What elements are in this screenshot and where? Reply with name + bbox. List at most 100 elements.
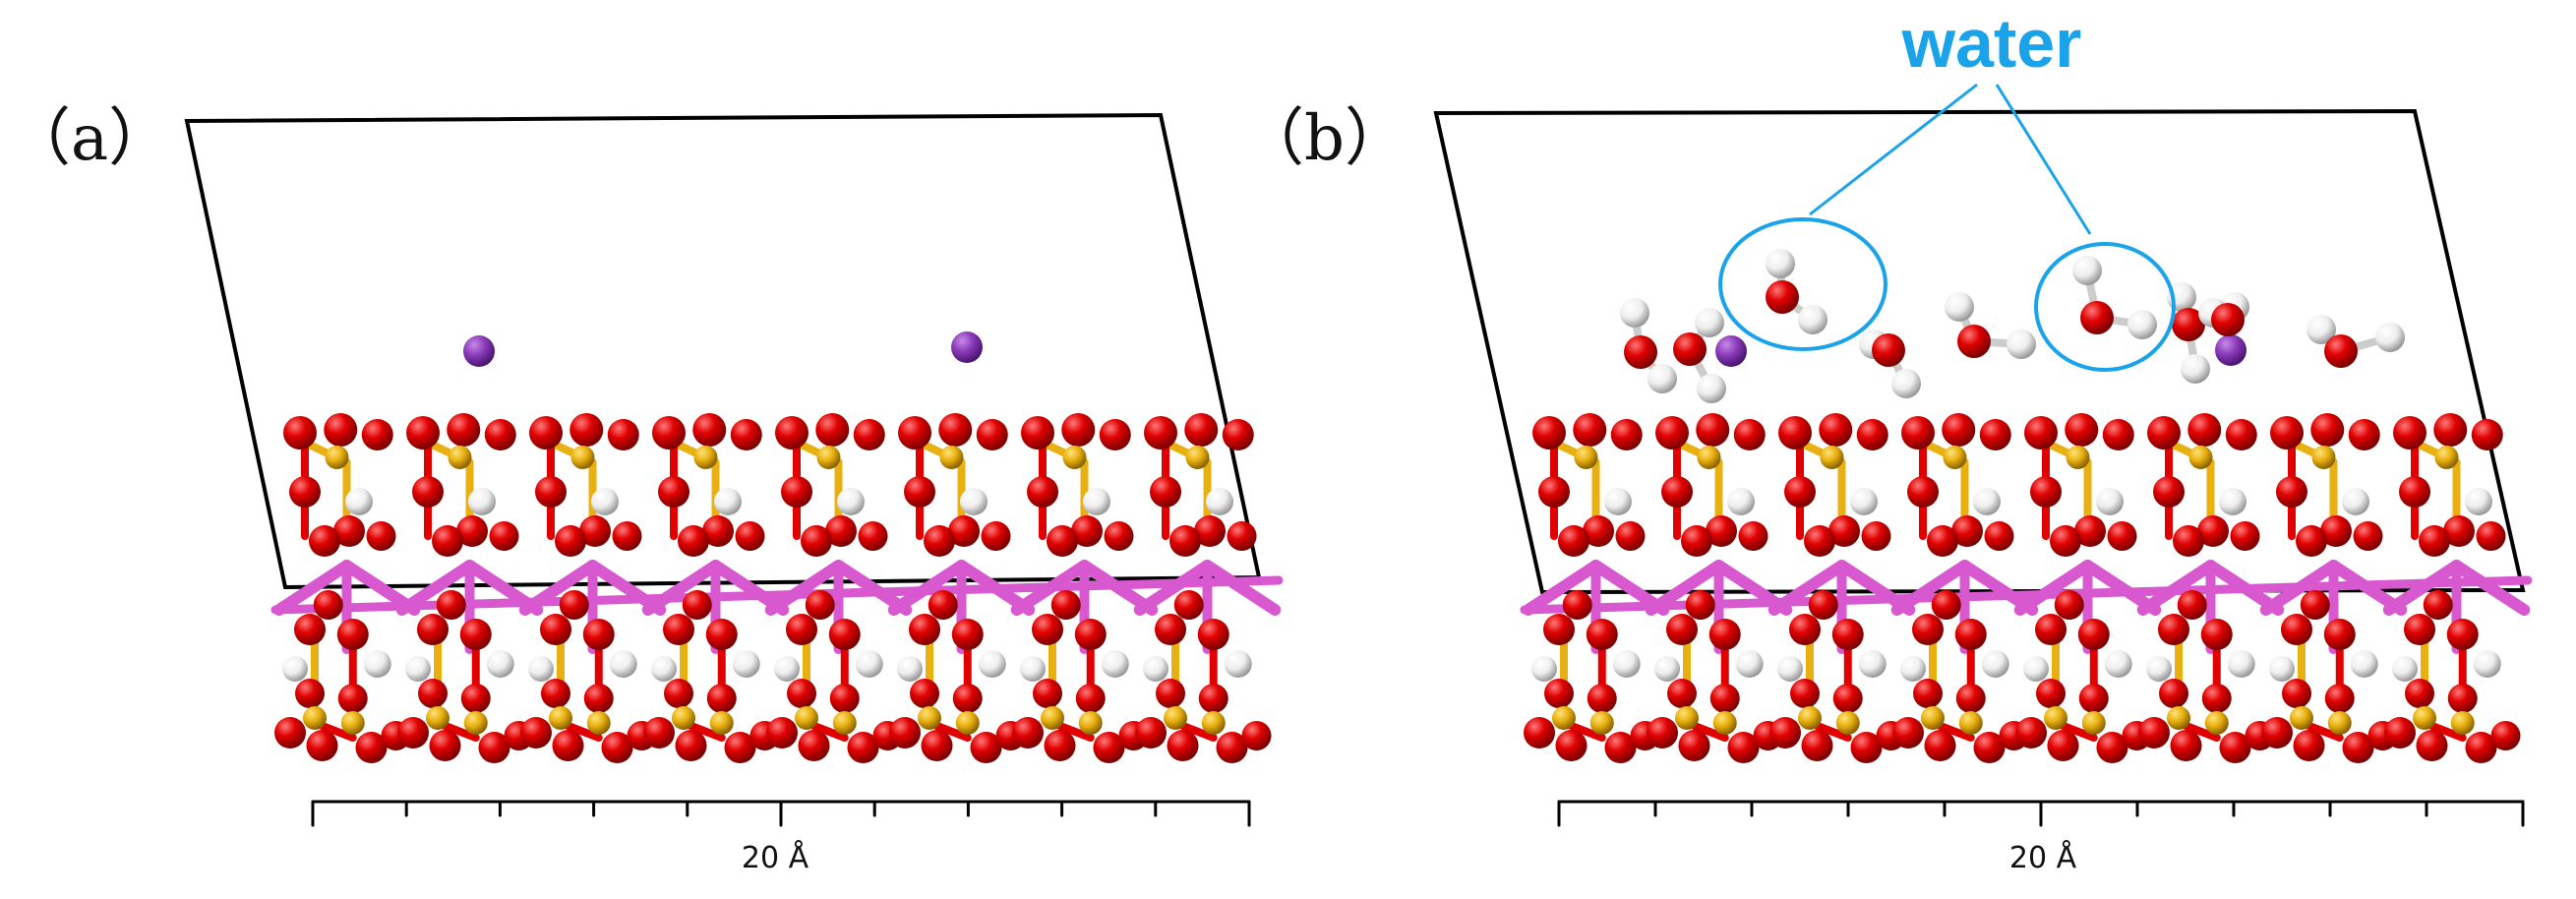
oxygen-atom: [1655, 416, 1689, 450]
silicon-atom: [1675, 706, 1699, 730]
water-label: water: [1901, 5, 2082, 82]
oxygen-atom: [1673, 332, 1707, 366]
oxygen-atom: [825, 515, 857, 547]
panel-b-scale-bar: [1557, 800, 2525, 827]
oxygen-atom: [1173, 590, 1204, 620]
oxygen-atom: [1150, 476, 1181, 508]
oxygen-atom: [2320, 515, 2352, 547]
metal-bond: [2013, 560, 2094, 616]
oxygen-atom: [948, 515, 980, 547]
panel-a: （a） 20 Å: [8, 102, 1284, 875]
oxygen-atom: [1155, 614, 1186, 645]
oxygen-atom: [2419, 525, 2450, 557]
hydrogen-atom: [1850, 488, 1878, 515]
silicon-atom: [816, 446, 841, 469]
silicon-atom: [448, 446, 472, 469]
hydrogen-atom: [1900, 656, 1926, 682]
hydrogen-atom: [2096, 488, 2124, 515]
hydrogen-atom: [1654, 656, 1680, 682]
oxygen-atom: [1544, 679, 1574, 708]
hydrogen-atom: [2227, 650, 2255, 678]
oxygen-atom: [1586, 619, 1618, 650]
hydrogen-atom: [855, 650, 883, 678]
oxygen-atom: [1156, 679, 1185, 708]
oxygen-atom: [1709, 684, 1740, 713]
oxygen-atom: [702, 515, 734, 547]
oxygen-atom: [1074, 619, 1107, 650]
hydrogen-atom: [468, 488, 496, 515]
oxygen-atom: [1667, 679, 1697, 708]
oxygen-atom: [579, 515, 611, 547]
oxygen-atom: [2153, 476, 2185, 508]
oxygen-atom: [976, 419, 1008, 450]
oxygen-atom: [337, 684, 368, 713]
hydrogen-atom: [2181, 354, 2210, 384]
oxygen-atom: [2015, 717, 2047, 749]
hydrogen-atom: [1695, 308, 1724, 337]
hydrogen-atom: [2342, 488, 2369, 515]
oxygen-atom: [582, 619, 615, 650]
hydrogen-atom: [1101, 650, 1129, 678]
oxygen-atom: [2159, 679, 2188, 708]
silicon-atom: [918, 706, 941, 730]
silicon-atom: [2204, 711, 2229, 735]
oxygen-atom: [1872, 333, 1905, 367]
silicon-atom: [1574, 446, 1598, 469]
oxygen-atom: [313, 590, 343, 620]
oxygen-atom: [1907, 476, 1939, 508]
oxygen-atom: [1856, 419, 1888, 450]
oxygen-atom: [1047, 525, 1078, 557]
oxygen-atom: [1033, 679, 1062, 708]
hydrogen-atom: [1206, 488, 1233, 515]
hydrogen-atom: [651, 656, 677, 682]
oxygen-atom: [2047, 730, 2079, 761]
oxygen-atom: [2024, 416, 2058, 450]
oxygen-atom: [2282, 679, 2311, 708]
oxygen-atom: [601, 732, 633, 763]
oxygen-atom: [456, 515, 488, 547]
panel-b-scale-label: 20 Å: [2009, 840, 2077, 875]
hydrogen-atom: [1620, 298, 1649, 328]
silicon-atom: [672, 706, 695, 730]
panel-a-scale-label: 20 Å: [742, 840, 809, 875]
oxygen-atom: [2065, 413, 2099, 447]
oxygen-atom: [1951, 515, 1983, 547]
oxygen-atom: [309, 525, 340, 557]
oxygen-atom: [1099, 419, 1131, 450]
water-highlight-left: [1718, 217, 1887, 351]
oxygen-atom: [1738, 521, 1768, 551]
silicon-atom: [2327, 711, 2352, 735]
oxygen-atom: [1804, 525, 1835, 557]
oxygen-atom: [2035, 614, 2067, 645]
oxygen-atom: [1241, 721, 1272, 750]
oxygen-atom: [1706, 515, 1737, 547]
oxygen-atom: [1942, 413, 1976, 447]
oxygen-atom: [2399, 476, 2430, 508]
panel-b: （b） 20 Å water: [1241, 5, 2533, 875]
hydrogen-atom: [282, 656, 308, 682]
silicon-atom: [1062, 446, 1087, 469]
oxygen-atom: [1954, 619, 1987, 650]
oxygen-atom: [798, 730, 830, 761]
hydrogen-atom: [1891, 369, 1921, 398]
panel-b-label: （b）: [1241, 102, 1408, 175]
oxygen-atom: [2187, 413, 2222, 447]
oxygen-atom: [1027, 476, 1058, 508]
oxygen-atom: [2276, 476, 2307, 508]
oxygen-atom: [1696, 413, 1730, 447]
oxygen-atom: [2423, 590, 2453, 620]
oxygen-atom: [289, 476, 321, 508]
oxygen-atom: [682, 590, 712, 620]
oxygen-atom: [1927, 525, 1958, 557]
hydrogen-atom: [1735, 650, 1764, 678]
oxygen-atom: [928, 590, 958, 620]
oxygen-atom: [2324, 334, 2358, 368]
oxygen-atom: [324, 413, 358, 447]
oxygen-atom: [1573, 413, 1607, 447]
oxygen-atom: [436, 590, 466, 620]
oxygen-atom: [1661, 476, 1693, 508]
oxygen-atom: [805, 590, 835, 620]
silicon-atom: [2290, 706, 2313, 730]
hydrogen-atom: [2007, 330, 2036, 359]
oxygen-atom: [675, 730, 707, 761]
